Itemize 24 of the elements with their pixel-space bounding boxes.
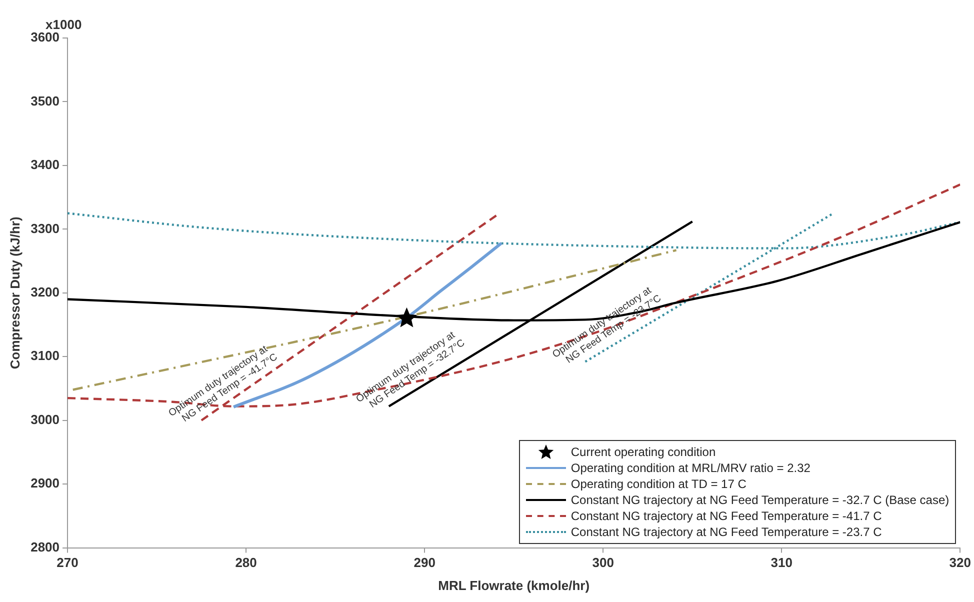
y-tick-label: 3300: [30, 220, 60, 236]
y-tick-label: 3100: [30, 348, 60, 364]
y-tick-label: 3600: [30, 30, 60, 45]
y-tick-label: 2800: [30, 539, 60, 554]
legend-label: Current operating condition: [570, 444, 716, 459]
y-tick-label: 3500: [30, 93, 60, 108]
x-axis-title: MRL Flowrate (kmole/hr): [438, 578, 590, 593]
y-tick-label: 3000: [30, 412, 60, 427]
x-tick-label: 310: [770, 555, 792, 570]
legend-label: Constant NG trajectory at NG Feed Temperature = -23.7 C: [570, 524, 882, 539]
legend-label: Constant NG trajectory at NG Feed Temperature = -32.7 C (Base case): [570, 492, 950, 507]
x-tick-label: 270: [56, 555, 78, 570]
x-tick-label: 300: [592, 555, 614, 570]
x-tick-label: 280: [235, 555, 257, 570]
y-tick-label: 3200: [30, 284, 60, 300]
legend-label: Operating condition at TD = 17 C: [570, 476, 746, 491]
text: x1000: [46, 17, 82, 32]
legend-label: Constant NG trajectory at NG Feed Temperature = -41.7 C: [570, 508, 882, 523]
y-tick-label: 3400: [30, 157, 60, 172]
y-axis-title: Compressor Duty (kJ/hr): [7, 216, 22, 370]
x-tick-label: 320: [949, 555, 972, 570]
x-tick-label: 290: [414, 555, 436, 570]
legend-label: Operating condition at MRL/MRV ratio = 2.32: [570, 460, 810, 475]
y-tick-label: 2900: [30, 476, 60, 491]
